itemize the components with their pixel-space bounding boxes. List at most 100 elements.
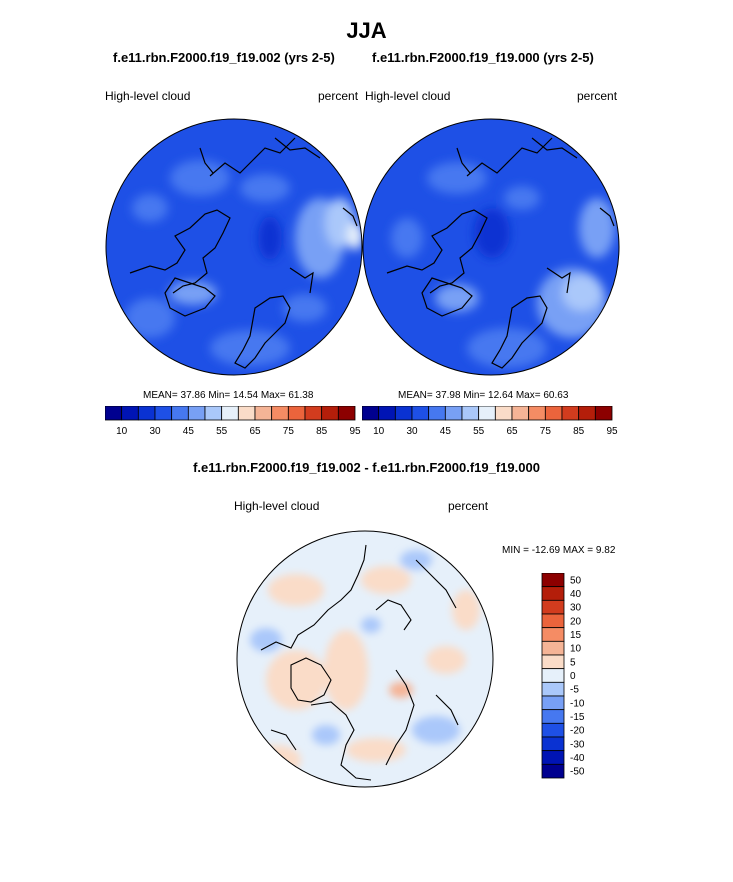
colorbar-swatch — [541, 613, 565, 629]
colorbar-tick-label: 85 — [316, 426, 328, 437]
diff-units-label: percent — [448, 499, 489, 513]
colorbar-tick-label: -50 — [570, 767, 585, 778]
colorbar-tick-label: 40 — [570, 589, 582, 600]
right-variable-label: High-level cloud — [365, 89, 451, 103]
colorbar-tick-label: 15 — [570, 630, 582, 641]
colorbar-tick-label: 95 — [349, 426, 361, 437]
right-units-label: percent — [577, 89, 618, 103]
cloud-field — [125, 160, 362, 366]
colorbar-swatch — [237, 406, 256, 421]
colorbar-swatch — [187, 406, 206, 421]
colorbar-swatch — [362, 406, 380, 421]
colorbar-tick-label: 0 — [570, 671, 576, 682]
coastlines — [129, 137, 358, 369]
colorbar-tick-label: 95 — [606, 426, 618, 437]
colorbar-tick-label: 45 — [183, 426, 195, 437]
colorbar-tick-label: 75 — [283, 426, 295, 437]
right-panel-title: f.e11.rbn.F2000.f19_f19.000 (yrs 2-5) — [372, 50, 594, 65]
colorbar-tick-label: 85 — [573, 426, 585, 437]
colorbar-tick-label: 20 — [570, 616, 582, 627]
colorbar-swatch — [221, 406, 239, 421]
colorbar-swatch — [541, 681, 565, 697]
colorbar-swatch — [541, 722, 565, 738]
colorbar-swatch — [594, 406, 613, 421]
right-stats: MEAN= 37.98 Min= 12.64 Max= 60.63 — [398, 390, 569, 401]
colorbar-tick-label: -30 — [570, 739, 585, 750]
colorbar-tick-label: 10 — [570, 644, 582, 655]
colorbar-tick-label: 65 — [249, 426, 261, 437]
colorbar-swatch — [561, 406, 580, 421]
colorbar-swatch — [544, 406, 563, 421]
colorbar-swatch — [337, 406, 356, 421]
colorbar-swatch — [271, 406, 289, 421]
colorbar-tick-label: 10 — [373, 426, 385, 437]
colorbar-swatch — [541, 709, 565, 724]
colorbar-tick-label: -10 — [570, 698, 585, 709]
colorbar-swatch — [541, 640, 565, 656]
colorbar-tick-label: 30 — [149, 426, 161, 437]
colorbar-swatch — [304, 406, 323, 421]
left-variable-label: High-level cloud — [105, 89, 191, 103]
diff-variable-label: High-level cloud — [234, 499, 320, 513]
colorbar-swatch — [444, 406, 463, 421]
colorbar-swatch — [578, 406, 596, 421]
colorbar-swatch — [394, 406, 413, 421]
colorbar-swatch — [411, 406, 430, 421]
colorbar-swatch — [171, 406, 189, 421]
colorbar-swatch — [541, 695, 565, 711]
colorbar-swatch — [154, 406, 173, 421]
colorbar-swatch — [541, 668, 565, 683]
diff-polar-map — [236, 530, 494, 788]
colorbar-swatch — [287, 406, 306, 421]
coastlines — [260, 544, 459, 781]
colorbar-swatch — [541, 586, 565, 601]
colorbar-swatch — [511, 406, 530, 421]
left-stats: MEAN= 37.86 Min= 14.54 Max= 61.38 — [143, 390, 314, 401]
colorbar-swatch — [541, 763, 565, 779]
coastlines — [386, 137, 615, 369]
colorbar-tick-label: 65 — [506, 426, 518, 437]
colorbar-swatch — [428, 406, 446, 421]
colorbar-tick-label: 10 — [116, 426, 128, 437]
right-colorbar: 10 30 45 55 65 75 85 95 — [362, 406, 618, 437]
colorbar-swatch — [378, 406, 396, 421]
colorbar-swatch — [541, 736, 565, 752]
colorbar-swatch — [541, 627, 565, 642]
colorbar-swatch — [137, 406, 156, 421]
colorbar-swatch — [321, 406, 339, 421]
colorbar-swatch — [105, 406, 123, 421]
diff-stats: MIN = -12.69 MAX = 9.82 — [502, 545, 616, 556]
colorbar-swatch — [541, 654, 565, 670]
figure-title: JJA — [346, 18, 387, 43]
colorbar-swatch — [461, 406, 480, 421]
colorbar-swatch — [494, 406, 513, 421]
colorbar-swatch — [541, 750, 565, 765]
colorbar-swatch — [541, 573, 565, 588]
colorbar-tick-label: -15 — [570, 712, 585, 723]
left-panel-title: f.e11.rbn.F2000.f19_f19.002 (yrs 2-5) — [113, 50, 335, 65]
colorbar-swatch — [478, 406, 496, 421]
colorbar-tick-label: 30 — [570, 603, 582, 614]
left-polar-map — [105, 118, 363, 376]
colorbar-tick-label: 30 — [406, 426, 418, 437]
colorbar-tick-label: 50 — [570, 575, 582, 586]
diff-panel-title: f.e11.rbn.F2000.f19_f19.002 - f.e11.rbn.… — [193, 460, 540, 475]
colorbar-tick-label: -40 — [570, 753, 585, 764]
colorbar-swatch — [528, 406, 546, 421]
colorbar-tick-label: 55 — [216, 426, 228, 437]
colorbar-swatch — [204, 406, 223, 421]
right-polar-map — [362, 118, 620, 376]
colorbar-tick-label: 5 — [570, 657, 576, 668]
colorbar-tick-label: 45 — [440, 426, 452, 437]
colorbar-swatch — [254, 406, 273, 421]
colorbar-tick-label: 75 — [540, 426, 552, 437]
colorbar-tick-label: -5 — [570, 685, 579, 696]
colorbar-tick-label: 55 — [473, 426, 485, 437]
colorbar-swatch — [541, 599, 565, 615]
colorbar-tick-label: -20 — [570, 726, 585, 737]
left-units-label: percent — [318, 89, 359, 103]
colorbar-swatch — [121, 406, 139, 421]
left-colorbar: 10 30 45 55 65 75 85 95 — [105, 406, 361, 437]
diff-field — [250, 550, 480, 775]
